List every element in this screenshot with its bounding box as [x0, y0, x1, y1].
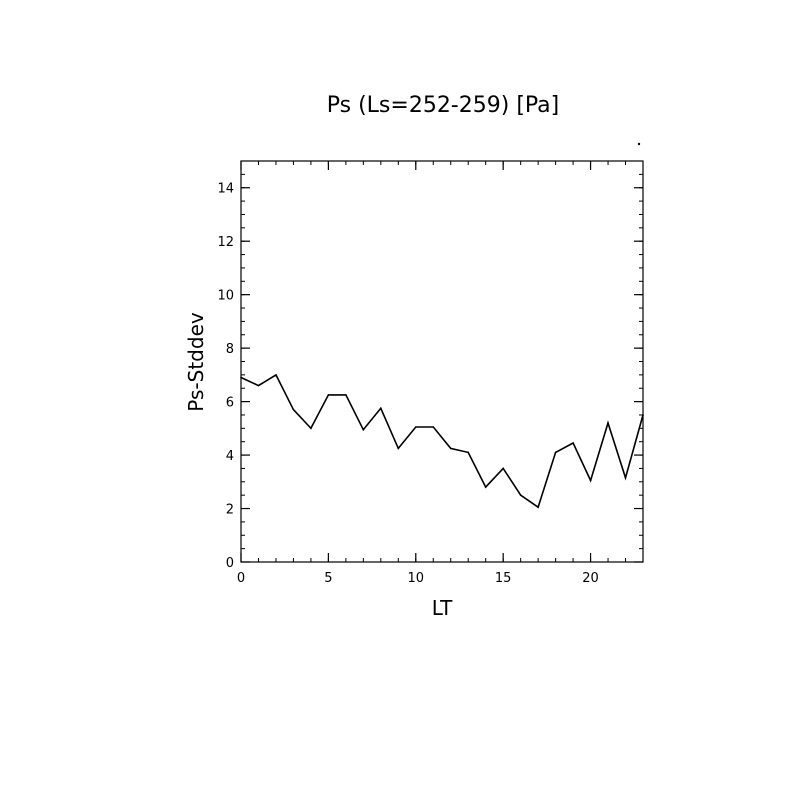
data-point: [519, 494, 522, 496]
data-point: [642, 414, 644, 416]
x-tick-label: 20: [582, 571, 599, 586]
y-tick-label: 14: [217, 182, 234, 197]
data-point: [257, 384, 260, 387]
y-tick-label: 2: [226, 503, 234, 518]
data-point: [449, 447, 452, 450]
y-axis-label: Ps-Stddev: [184, 312, 208, 412]
data-point: [572, 442, 574, 444]
x-tick-label: 15: [495, 571, 512, 586]
data-point: [554, 451, 557, 454]
data-point: [467, 451, 470, 454]
data-point: [345, 394, 347, 396]
data-point: [362, 428, 365, 431]
chart-title: Ps (Ls=252-259) [Pa]: [327, 93, 560, 118]
x-tick-label: 10: [408, 571, 425, 586]
plot-frame: [240, 160, 644, 563]
x-axis-label: LT: [432, 596, 453, 620]
data-point: [589, 479, 592, 482]
data-point: [380, 407, 382, 410]
data-point: [484, 486, 487, 488]
corner-dot: [637, 142, 641, 146]
data-point: [432, 426, 435, 428]
data-point: [502, 467, 504, 470]
y-tick-label: 6: [226, 396, 234, 411]
x-tick-label: 5: [324, 571, 332, 586]
y-tick-label: 4: [226, 449, 234, 464]
data-point: [414, 426, 417, 428]
y-tick-label: 12: [217, 235, 234, 250]
series-line: [240, 373, 644, 509]
data-point: [624, 476, 627, 479]
data-point: [607, 422, 609, 424]
data-point: [275, 374, 277, 376]
data-point: [310, 427, 312, 430]
y-tick-label: 8: [226, 342, 234, 357]
data-point: [327, 394, 330, 396]
data-point: [537, 506, 539, 508]
data-point: [292, 408, 295, 411]
data-point: [240, 376, 242, 379]
plot-area: 0 5 10 15 20 0 2 4 6 8 10 12 14: [217, 160, 644, 586]
y-tick-label: 10: [217, 289, 234, 304]
y-tick-label: 0: [226, 556, 234, 571]
x-tick-label: 0: [237, 571, 245, 586]
data-point: [397, 447, 400, 450]
